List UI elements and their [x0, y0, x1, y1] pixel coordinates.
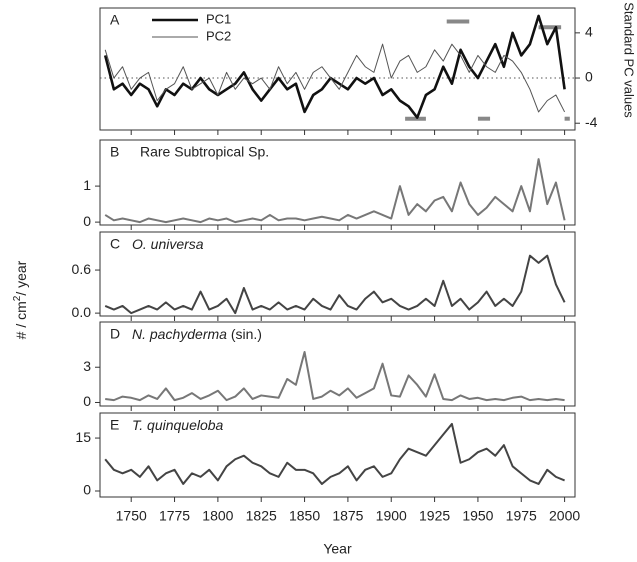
panel-letter: D [110, 326, 120, 342]
series-line [104, 158, 566, 224]
x-tick-label: 1750 [116, 508, 147, 524]
x-tick-label: 1800 [202, 508, 233, 524]
x-tick-label: 2000 [549, 508, 580, 524]
panel-frame [99, 412, 576, 498]
y-tick-label: 0 [83, 213, 91, 229]
shared-y-label: # / cm2/ year [12, 260, 29, 339]
panel-title: O. universa [132, 236, 204, 252]
panel-frame [99, 231, 576, 317]
y-tick-label: 0.0 [72, 304, 92, 320]
x-tick-label: 1850 [289, 508, 320, 524]
series-line [105, 350, 565, 402]
series-line [104, 254, 566, 315]
y-label-sup: 2 [12, 295, 23, 301]
x-tick-label: 1925 [419, 508, 450, 524]
y-tick-label: 0 [83, 482, 91, 498]
panel-frame [99, 139, 576, 226]
panel-title: Rare Subtropical Sp. [140, 144, 269, 160]
y-tick-label: 3 [83, 358, 91, 374]
y-label-part: / year [13, 260, 29, 295]
panel-title-italic: T. quinqueloba [132, 417, 224, 433]
y-tick-label: -4 [585, 114, 598, 130]
series-line [104, 43, 566, 113]
y-tick-label: 1 [83, 177, 91, 193]
panel-title-italic: N. pachyderma [132, 326, 227, 342]
x-axis-label: Year [323, 541, 352, 557]
x-tick-label: 1950 [462, 508, 493, 524]
y-tick-label: 15 [75, 429, 91, 445]
legend-label: PC1 [206, 11, 231, 26]
x-tick-label: 1775 [159, 508, 190, 524]
y-tick-label: 0 [585, 69, 593, 85]
panel-title: N. pachyderma (sin.) [132, 326, 262, 342]
x-tick-label: 1975 [506, 508, 537, 524]
series-line [104, 422, 565, 485]
y-tick-label: 0 [83, 393, 91, 409]
panel-letter: C [110, 236, 120, 252]
x-tick-label: 1875 [332, 508, 363, 524]
panel-letter: E [110, 417, 119, 433]
panel-title: T. quinqueloba [132, 417, 224, 433]
series-line [103, 14, 566, 119]
panel-title-rest: (sin.) [227, 326, 262, 342]
y-tick-label: 0.6 [72, 261, 92, 277]
panel-letter: A [110, 12, 120, 28]
panel-title-italic: O. universa [132, 236, 204, 252]
y-axis-label: Standard PC values [622, 2, 637, 118]
panel-frame [99, 7, 576, 131]
panel-letter: B [110, 144, 119, 160]
x-tick-label: 1900 [376, 508, 407, 524]
x-tick-label: 1825 [246, 508, 277, 524]
y-label-part: # / cm [13, 301, 29, 339]
panel-frame [99, 321, 576, 407]
y-tick-label: 4 [585, 24, 593, 40]
legend-label: PC2 [206, 28, 231, 43]
